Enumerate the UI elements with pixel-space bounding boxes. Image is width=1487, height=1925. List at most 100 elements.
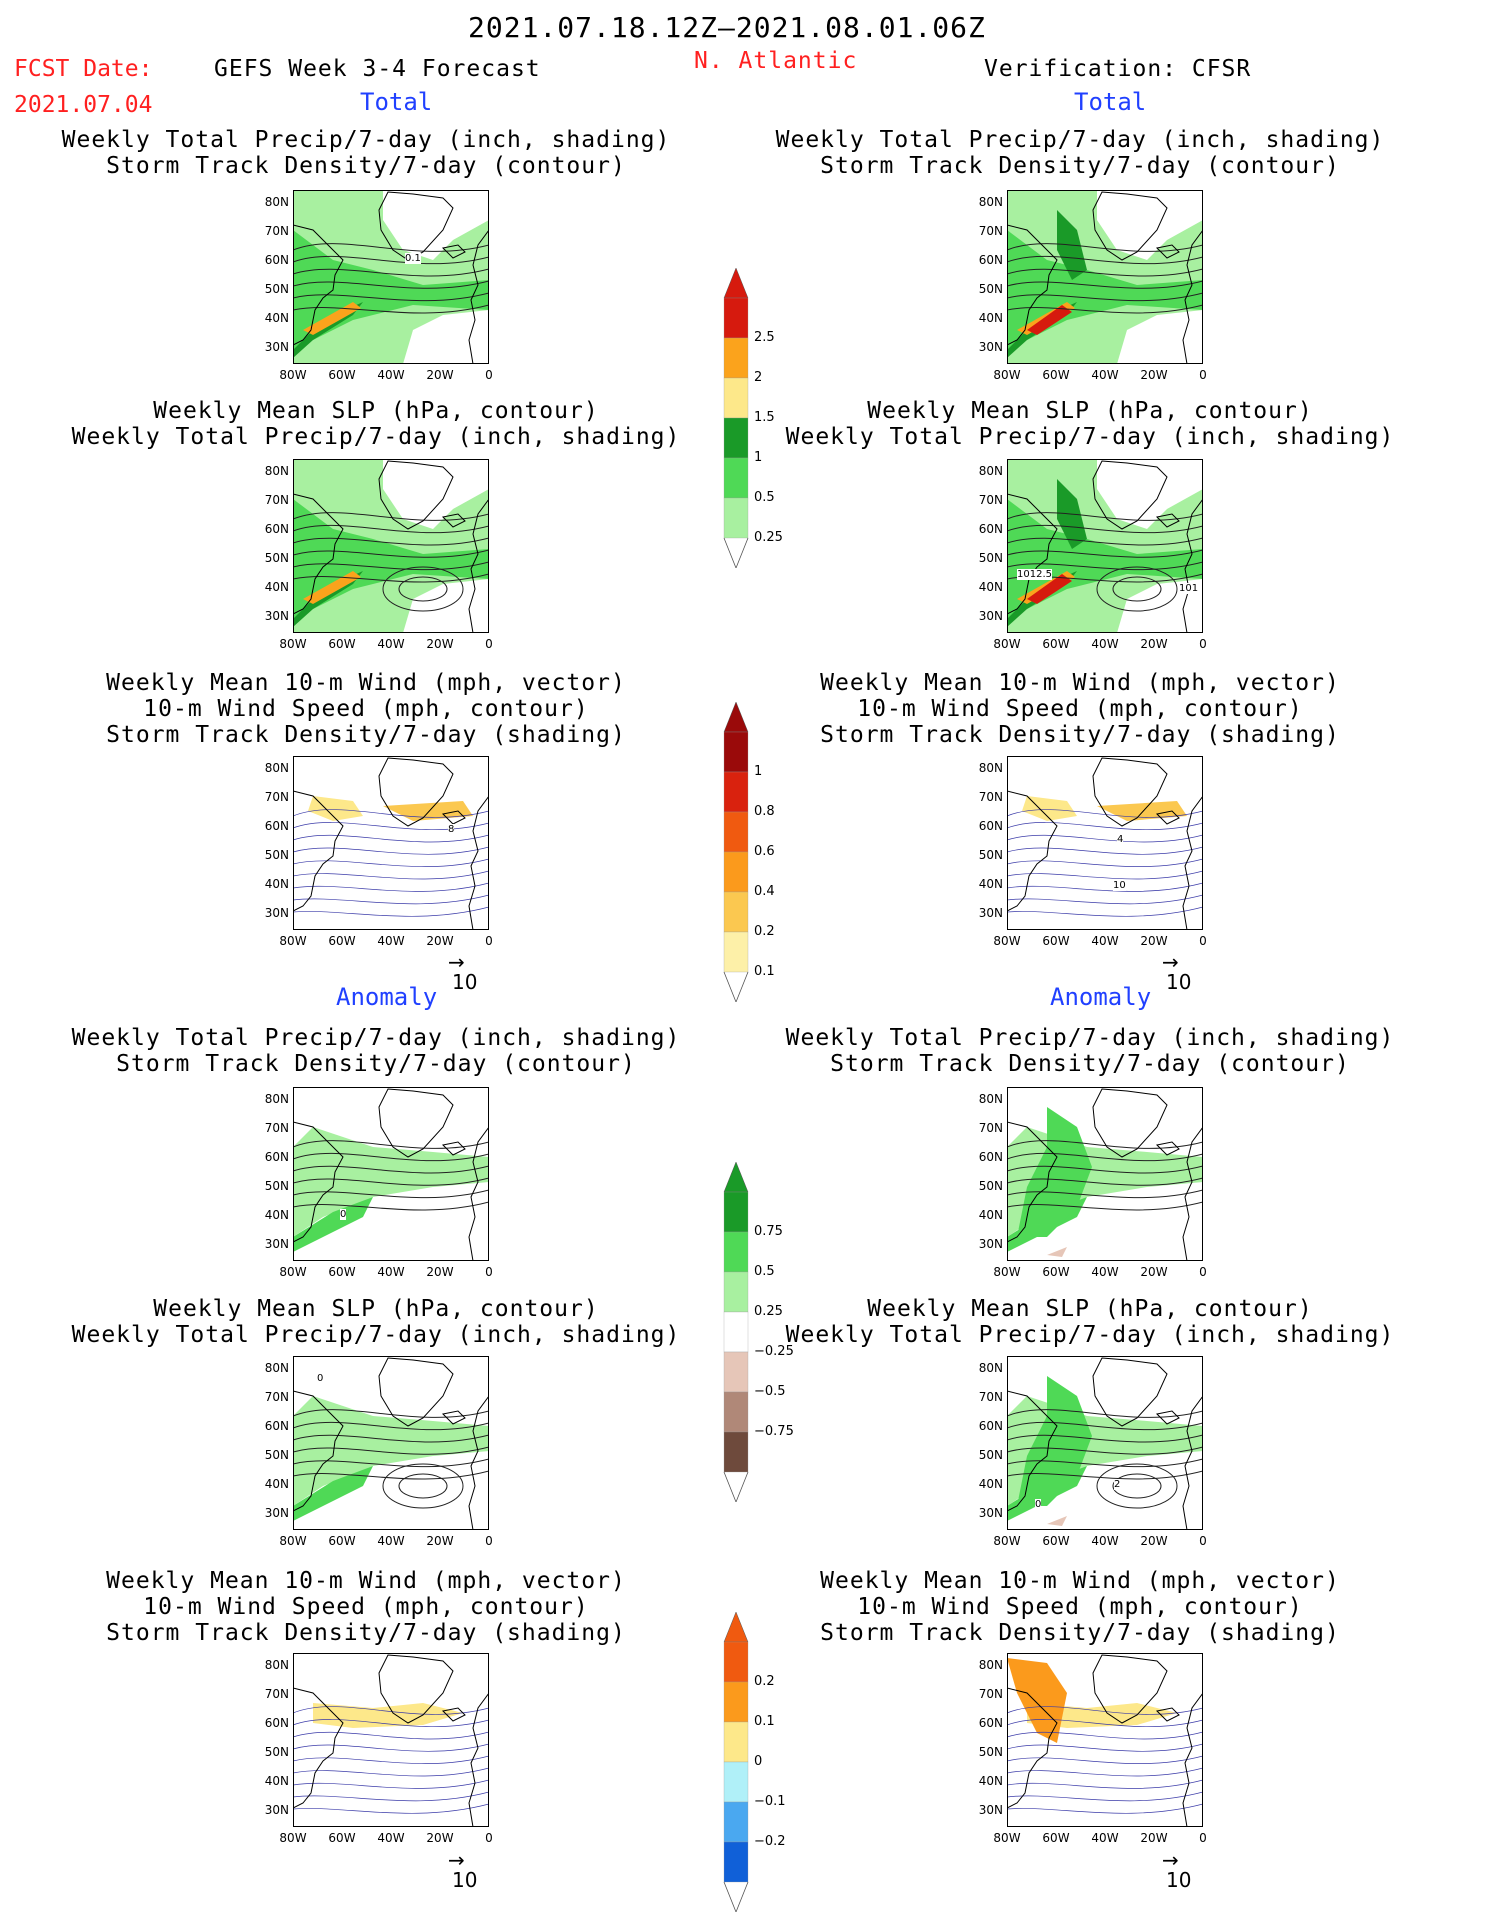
- anomaly-wet-strong: [293, 1466, 373, 1521]
- lat-tick-label: 30N: [264, 609, 289, 623]
- coastline: [1182, 795, 1203, 930]
- lat-tick-label: 50N: [264, 551, 289, 565]
- lat-tick-label: 40N: [978, 1477, 1003, 1491]
- contour-line: [1007, 549, 1203, 558]
- coastline: [468, 1692, 489, 1827]
- colorbar-tick-label: 2: [754, 370, 763, 385]
- lat-tick-label: 70N: [264, 493, 289, 507]
- map-panel: [1007, 459, 1203, 633]
- colorbar-segment: [723, 1761, 749, 1803]
- contour-value-label: 101: [1179, 583, 1199, 594]
- contour-line: [1007, 1470, 1203, 1480]
- high-pressure-contour: [382, 566, 464, 612]
- map-plot: [1007, 1356, 1203, 1530]
- contour-line: [1007, 243, 1203, 252]
- lat-tick-label: 40N: [978, 580, 1003, 594]
- contour-line: [1007, 537, 1203, 546]
- coastline: [1007, 493, 1058, 615]
- lon-tick-label: 0: [1199, 1534, 1207, 1548]
- section-anomaly-right: Anomaly: [1050, 983, 1152, 1011]
- contour-line: [293, 292, 489, 302]
- map-panel: [1007, 1653, 1203, 1827]
- lat-tick-label: 60N: [978, 819, 1003, 833]
- lat-tick-label: 60N: [264, 1150, 289, 1164]
- map-panel: [1007, 756, 1203, 930]
- lon-tick-label: 80W: [279, 1534, 307, 1548]
- lon-tick-label: 20W: [426, 934, 454, 948]
- lat-tick-label: 40N: [264, 1208, 289, 1222]
- anomaly-wet: [293, 1396, 489, 1506]
- vector-ref-arrow: →: [1162, 950, 1179, 974]
- panel-title: Weekly Mean SLP (hPa, contour) Weekly To…: [785, 1296, 1395, 1348]
- coastline: [1155, 1141, 1180, 1156]
- map-frame: [293, 756, 489, 930]
- colorbar-segment: [723, 1431, 749, 1473]
- contour-line: [293, 1189, 489, 1199]
- lat-tick-label: 60N: [264, 1419, 289, 1433]
- map-plot: [1007, 459, 1203, 633]
- lon-tick-label: 20W: [1140, 1831, 1168, 1845]
- map-plot: [1007, 1653, 1203, 1827]
- coastline: [468, 498, 489, 633]
- map-frame: [293, 1087, 489, 1261]
- contour-line: [293, 1755, 489, 1764]
- storm-anomaly-pos: [313, 1703, 463, 1728]
- coastline: [1155, 1707, 1180, 1722]
- map-plot: [293, 1087, 489, 1261]
- colorbar-segment: [723, 1391, 749, 1433]
- lon-tick-label: 20W: [1140, 637, 1168, 651]
- lat-tick-label: 80N: [264, 1658, 289, 1672]
- contour-line: [293, 1767, 489, 1777]
- contour-line: [1007, 1791, 1203, 1802]
- coastline: [378, 757, 454, 827]
- lat-tick-label: 70N: [978, 224, 1003, 238]
- map-plot: [293, 459, 489, 633]
- colorbar-tick-label: −0.1: [754, 1794, 786, 1809]
- colorbar-tick-label: 0.8: [754, 804, 775, 819]
- coastline: [1092, 460, 1168, 530]
- lon-tick-label: 80W: [279, 934, 307, 948]
- high-pressure-contour: [1112, 1473, 1162, 1499]
- lat-tick-label: 70N: [978, 1390, 1003, 1404]
- lat-tick-label: 30N: [978, 906, 1003, 920]
- coastline: [1182, 229, 1203, 364]
- coastline: [1182, 498, 1203, 633]
- colorbar-segment: [723, 1721, 749, 1763]
- lat-tick-label: 60N: [978, 1716, 1003, 1730]
- contour-line: [293, 1458, 489, 1468]
- colorbar-segment: [723, 771, 749, 813]
- contour-line: [293, 834, 489, 843]
- coastline: [468, 229, 489, 364]
- map-frame: [293, 459, 489, 633]
- panel-title: Weekly Mean SLP (hPa, contour) Weekly To…: [785, 398, 1395, 450]
- high-pressure-contour: [398, 576, 448, 602]
- contour-line: [293, 809, 489, 818]
- lon-tick-label: 0: [485, 637, 493, 651]
- contour-line: [1007, 1201, 1203, 1211]
- lon-tick-label: 80W: [993, 1265, 1021, 1279]
- panel-title: Weekly Mean 10-m Wind (mph, vector) 10-m…: [820, 670, 1340, 748]
- contour-line: [293, 1731, 489, 1740]
- lat-tick-label: 80N: [978, 1092, 1003, 1106]
- contour-line: [293, 894, 489, 905]
- contour-line: [1007, 561, 1203, 571]
- lat-tick-label: 40N: [264, 877, 289, 891]
- lon-tick-label: 0: [1199, 1831, 1207, 1845]
- contour-value-label: 0: [340, 1209, 347, 1220]
- contour-line: [293, 1434, 489, 1443]
- fcst-date: 2021.07.04: [14, 92, 153, 118]
- high-pressure-contour: [382, 1463, 464, 1509]
- coastline: [468, 795, 489, 930]
- lat-tick-label: 40N: [264, 1774, 289, 1788]
- lon-tick-label: 0: [485, 1534, 493, 1548]
- coastline: [1007, 790, 1058, 912]
- coastline: [1155, 513, 1180, 528]
- contour-line: [1007, 1755, 1203, 1764]
- map-panel: [293, 1087, 489, 1261]
- map-frame: [1007, 459, 1203, 633]
- map-plot: [293, 1653, 489, 1827]
- contour-line: [1007, 1140, 1203, 1149]
- contour-line: [1007, 512, 1203, 521]
- lat-tick-label: 70N: [978, 1687, 1003, 1701]
- colorbar-tick-label: 0.5: [754, 490, 775, 505]
